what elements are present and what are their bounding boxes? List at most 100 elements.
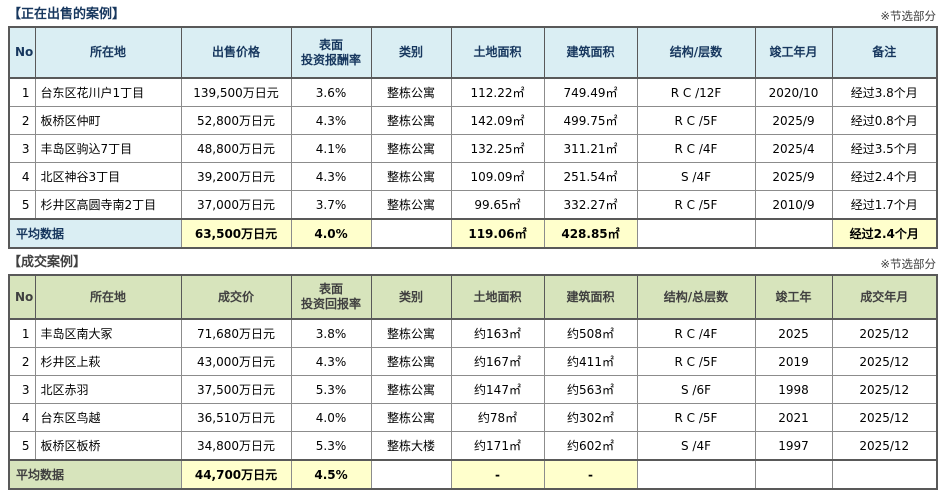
col-header-no: No — [8, 274, 36, 320]
deals-header-row: No 所在地 成交价 表面 投资回报率 类别 土地面积 建筑面积 结构/总层数 … — [8, 274, 938, 320]
table-row: 1 丰岛区南大冢 71,680万日元 3.8% 整栋公寓 约163㎡ 约508㎡ R C /4… — [8, 318, 938, 348]
cell-building: 311.21㎡ — [543, 134, 638, 163]
cell-type: 整栋大楼 — [370, 431, 452, 461]
cell-completed: 1998 — [754, 375, 833, 404]
cell-price: 37,000万日元 — [180, 190, 292, 220]
table-row: 5 杉井区高圆寺南2丁目 37,000万日元 3.7% 整栋公寓 99.65㎡ 332.27… — [8, 190, 938, 220]
cell-yield: 5.3% — [290, 375, 372, 404]
cell-location: 杉井区上萩 — [34, 347, 182, 376]
cell-no: 3 — [8, 134, 36, 163]
cell-structure: R C /5F — [636, 190, 756, 220]
cell-type: 整栋公寓 — [370, 347, 452, 376]
average-completion-empty — [754, 459, 833, 490]
cell-price: 71,680万日元 — [180, 318, 292, 348]
cell-type: 整栋公寓 — [370, 162, 452, 191]
col-header-building-area: 建筑面积 — [543, 274, 638, 320]
cell-completed: 2020/10 — [754, 77, 833, 107]
closed-deals-table: No 所在地 成交价 表面 投资回报率 类别 土地面积 建筑面积 结构/总层数 … — [8, 274, 938, 490]
cell-structure: R C /4F — [636, 318, 756, 348]
cell-land: 99.65㎡ — [450, 190, 545, 220]
col-header-land-area: 土地面积 — [450, 274, 545, 320]
cell-completed: 1997 — [754, 431, 833, 461]
table-row: 1 台东区花川户1丁目 139,500万日元 3.6% 整栋公寓 112.22㎡ 749.4… — [8, 77, 938, 107]
cell-building: 499.75㎡ — [543, 106, 638, 135]
cell-price: 48,800万日元 — [180, 134, 292, 163]
average-type-empty — [370, 218, 452, 249]
cell-land: 132.25㎡ — [450, 134, 545, 163]
cell-land: 约163㎡ — [450, 318, 545, 348]
table-row: 4 北区神谷3丁目 39,200万日元 4.3% 整栋公寓 109.09㎡ 251.54㎡ S… — [8, 162, 938, 191]
cell-building: 约563㎡ — [543, 375, 638, 404]
average-structure-empty — [636, 218, 756, 249]
col-header-building-area: 建筑面积 — [543, 26, 638, 79]
cell-yield: 3.7% — [290, 190, 372, 220]
table-row: 3 丰岛区驹込7丁目 48,800万日元 4.1% 整栋公寓 132.25㎡ 311.21㎡… — [8, 134, 938, 163]
cell-type: 整栋公寓 — [370, 106, 452, 135]
cell-price: 36,510万日元 — [180, 403, 292, 432]
cell-building: 约302㎡ — [543, 403, 638, 432]
cell-no: 1 — [8, 77, 36, 107]
cell-note: 经过1.7个月 — [831, 190, 938, 220]
cell-yield: 4.1% — [290, 134, 372, 163]
average-building-area: - — [543, 459, 638, 490]
sale-section-title: 【正在出售的案例】 — [8, 7, 126, 22]
cell-land: 约167㎡ — [450, 347, 545, 376]
cell-deal: 2025/12 — [831, 375, 938, 404]
cell-deal: 2025/12 — [831, 403, 938, 432]
cell-location: 丰岛区南大冢 — [34, 318, 182, 348]
cell-price: 43,000万日元 — [180, 347, 292, 376]
cell-building: 332.27㎡ — [543, 190, 638, 220]
cell-note: 经过2.4个月 — [831, 162, 938, 191]
cell-price: 39,200万日元 — [180, 162, 292, 191]
cell-completed: 2010/9 — [754, 190, 833, 220]
cell-price: 34,800万日元 — [180, 431, 292, 461]
cell-structure: R C /5F — [636, 347, 756, 376]
table-row: 4 台东区鸟越 36,510万日元 4.0% 整栋公寓 约78㎡ 约302㎡ R C /5F 2… — [8, 403, 938, 432]
table-row: 2 杉井区上萩 43,000万日元 4.3% 整栋公寓 约167㎡ 约411㎡ R C /5F… — [8, 347, 938, 376]
col-header-deal-date: 成交年月 — [831, 274, 938, 320]
col-header-type: 类别 — [370, 26, 452, 79]
cell-type: 整栋公寓 — [370, 190, 452, 220]
cell-structure: R C /5F — [636, 106, 756, 135]
average-deal-date-empty — [831, 459, 938, 490]
deals-section-title: 【成交案例】 — [8, 255, 87, 270]
cell-no: 2 — [8, 347, 36, 376]
average-gross-yield: 4.0% — [290, 218, 372, 249]
cell-yield: 4.3% — [290, 162, 372, 191]
col-header-structure-floors: 结构/层数 — [636, 26, 756, 79]
average-land-area: - — [450, 459, 545, 490]
col-header-no: No — [8, 26, 36, 79]
col-header-completion-year: 竣工年 — [754, 274, 833, 320]
table-row: 5 板桥区板桥 34,800万日元 5.3% 整栋大楼 约171㎡ 约602㎡ S /4F 19… — [8, 431, 938, 461]
col-header-location: 所在地 — [34, 26, 182, 79]
sale-listings-section: 【正在出售的案例】 ※节选部分 No 所在地 出售价格 表面 投资报酬率 类别 … — [8, 7, 938, 249]
cell-land: 142.09㎡ — [450, 106, 545, 135]
average-structure-empty — [636, 459, 756, 490]
cell-land: 约147㎡ — [450, 375, 545, 404]
table-row: 3 北区赤羽 37,500万日元 5.3% 整栋公寓 约147㎡ 约563㎡ S /6F 199… — [8, 375, 938, 404]
table-row: 2 板桥区仲町 52,800万日元 4.3% 整栋公寓 142.09㎡ 499.75㎡ R C… — [8, 106, 938, 135]
cell-structure: S /4F — [636, 431, 756, 461]
cell-no: 4 — [8, 403, 36, 432]
cell-yield: 3.8% — [290, 318, 372, 348]
cell-no: 2 — [8, 106, 36, 135]
average-label: 平均数据 — [8, 218, 182, 249]
sale-title-row: 【正在出售的案例】 ※节选部分 — [8, 7, 936, 23]
average-sale-price: 63,500万日元 — [180, 218, 292, 249]
cell-building: 约508㎡ — [543, 318, 638, 348]
sale-listings-table: No 所在地 出售价格 表面 投资报酬率 类别 土地面积 建筑面积 结构/层数 … — [8, 26, 938, 249]
cell-building: 约411㎡ — [543, 347, 638, 376]
cell-yield: 4.3% — [290, 106, 372, 135]
cell-completed: 2025 — [754, 318, 833, 348]
cell-location: 北区神谷3丁目 — [34, 162, 182, 191]
cell-type: 整栋公寓 — [370, 77, 452, 107]
cell-land: 112.22㎡ — [450, 77, 545, 107]
cell-location: 台东区鸟越 — [34, 403, 182, 432]
average-label: 平均数据 — [8, 459, 182, 490]
cell-type: 整栋公寓 — [370, 403, 452, 432]
cell-land: 109.09㎡ — [450, 162, 545, 191]
cell-price: 52,800万日元 — [180, 106, 292, 135]
sale-average-row: 平均数据 63,500万日元 4.0% 119.06㎡ 428.85㎡ 经过2.… — [8, 218, 938, 249]
cell-deal: 2025/12 — [831, 431, 938, 461]
cell-location: 杉井区高圆寺南2丁目 — [34, 190, 182, 220]
